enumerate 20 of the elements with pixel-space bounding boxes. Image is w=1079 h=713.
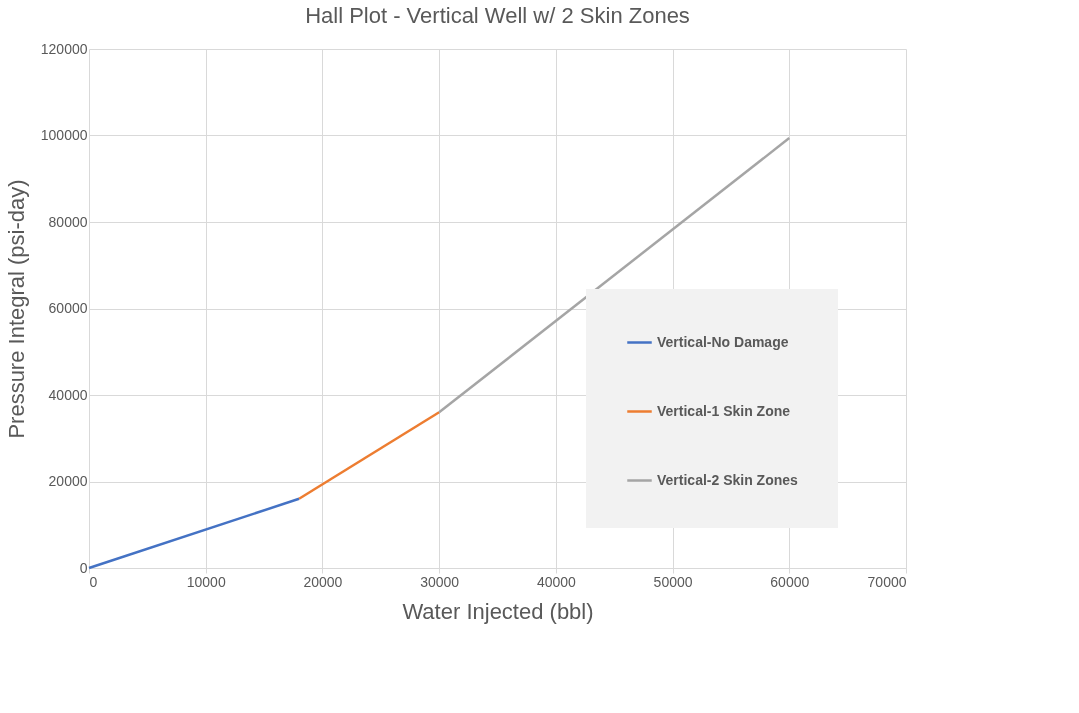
chart-title: Hall Plot - Vertical Well w/ 2 Skin Zones [305, 3, 690, 28]
x-tick-label: 10000 [186, 573, 226, 590]
x-tick-label: 30000 [420, 573, 460, 590]
legend-label: Vertical-1 Skin Zone [657, 402, 791, 419]
x-tick-label: 50000 [653, 573, 693, 590]
y-tick-label: 120000 [40, 40, 88, 57]
y-tick-label: 40000 [48, 386, 88, 403]
y-tick-label: 80000 [48, 213, 88, 230]
x-tick-label: 40000 [536, 573, 577, 590]
x-tick-label: 20000 [303, 573, 343, 590]
legend-label: Vertical-No Damage [657, 333, 789, 350]
y-tick-label: 60000 [48, 300, 88, 316]
x-axis-title: Water Injected (bbl) [402, 598, 594, 624]
y-tick-label: 100000 [40, 127, 88, 143]
y-axis-title: Pressure Integral (psi-day) [3, 179, 29, 439]
legend-label: Vertical-2 Skin Zones [657, 471, 799, 488]
x-tick-label: 70000 [867, 573, 907, 590]
y-tick-label: 20000 [48, 473, 88, 489]
x-tick-label: 60000 [770, 573, 810, 590]
y-tick-label: 0 [79, 559, 88, 576]
